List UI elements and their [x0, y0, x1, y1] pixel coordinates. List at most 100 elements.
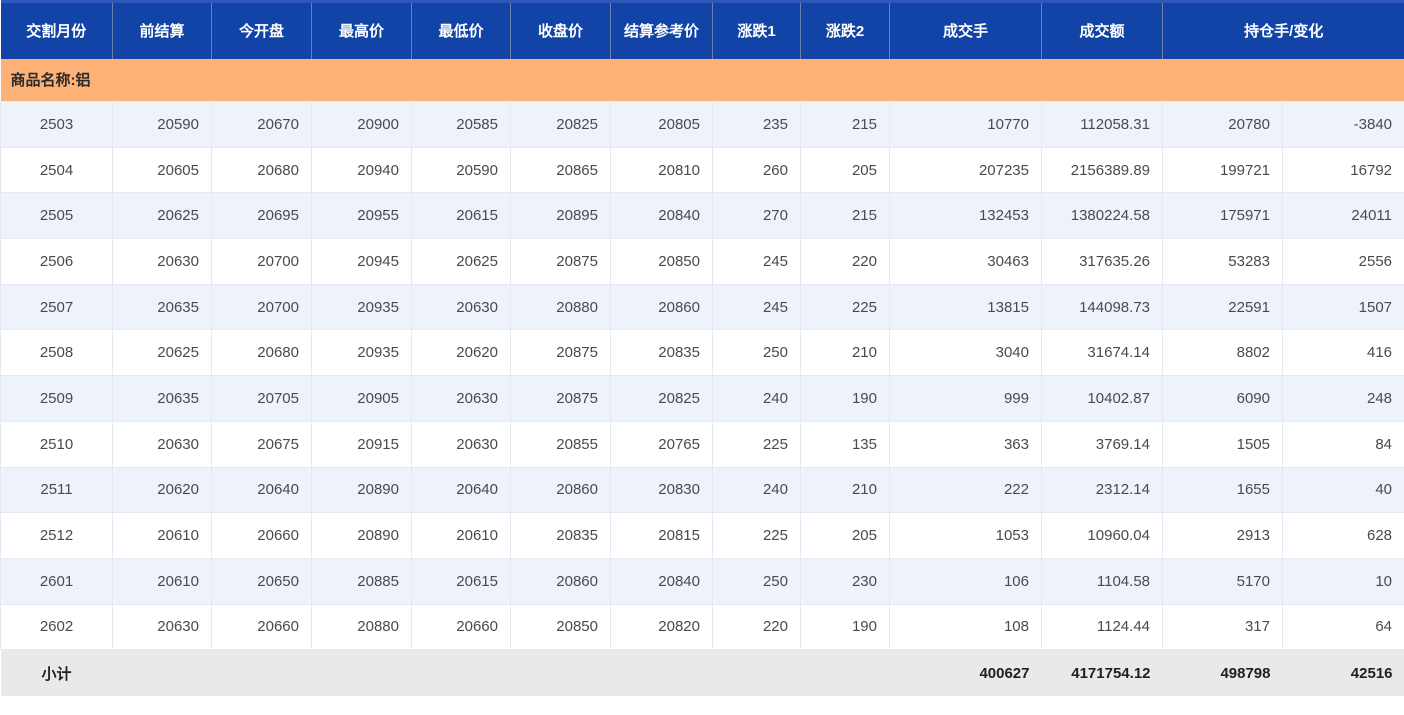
cell: 205: [800, 512, 890, 559]
cell: 20650: [211, 557, 312, 605]
cell: 20955: [311, 192, 412, 240]
cell: 20680: [211, 329, 312, 377]
cell: 2508: [0, 329, 113, 377]
futures-quote-table: 交割月份 前结算 今开盘 最高价 最低价 收盘价 结算参考价 涨跌1 涨跌2 成交手 成交额 持仓手/…: [0, 0, 1404, 696]
table-row: 2506 20630 20700 20945 20625 20875 20850 245 220…: [0, 238, 1404, 285]
cell: 2510: [0, 420, 113, 468]
cell: 135: [800, 420, 890, 468]
cell: 20835: [610, 329, 713, 377]
subtotal-cell: 42516: [1282, 649, 1404, 696]
cell: 20780: [1162, 101, 1283, 148]
cell: 10: [1281, 557, 1404, 605]
cell: 20590: [112, 101, 212, 148]
table-row: 2602 20630 20660 20880 20660 20850 20820 220 190…: [0, 603, 1404, 651]
cell: 220: [800, 238, 890, 285]
cell: 207235: [889, 146, 1042, 194]
cell: 13815: [889, 283, 1042, 331]
cell: 144098.73: [1041, 283, 1163, 331]
cell: 22591: [1162, 283, 1283, 331]
cell: 20630: [411, 375, 511, 422]
table-body: 商品名称:铝 2503 20590 20670 20900 20585 20825 2080…: [0, 58, 1404, 651]
cell: 2913: [1162, 512, 1283, 559]
cell: 132453: [889, 192, 1042, 240]
cell: 20855: [510, 420, 611, 468]
cell: 20610: [112, 512, 212, 559]
cell: 270: [712, 192, 801, 240]
cell: 20900: [311, 101, 412, 148]
cell: 20635: [112, 283, 212, 331]
subtotal-cell: [311, 649, 412, 696]
cell: 20815: [610, 512, 713, 559]
cell: 20660: [411, 603, 511, 651]
cell: 20890: [311, 466, 412, 514]
cell: 20660: [211, 603, 312, 651]
cell: 24011: [1281, 192, 1404, 240]
cell: 20850: [510, 603, 611, 651]
cell: 416: [1281, 329, 1404, 377]
subtotal-cell: [112, 649, 212, 696]
cell: 20610: [411, 512, 511, 559]
cell: 2312.14: [1041, 466, 1163, 514]
cell: 53283: [1162, 238, 1283, 285]
cell: 2512: [0, 512, 113, 559]
cell: 20625: [112, 329, 212, 377]
cell: 20825: [510, 101, 611, 148]
cell: 20680: [211, 146, 312, 194]
cell: 363: [889, 420, 1042, 468]
cell: 20840: [610, 557, 713, 605]
cell: 20700: [211, 238, 312, 285]
cell: 10770: [889, 101, 1042, 148]
commodity-name-label: 商品名称:铝: [0, 58, 1404, 102]
cell: 20630: [112, 420, 212, 468]
cell: 1124.44: [1041, 603, 1163, 651]
cell: 40: [1281, 466, 1404, 514]
cell: 20860: [510, 466, 611, 514]
cell: 20590: [411, 146, 511, 194]
cell: 20880: [311, 603, 412, 651]
subtotal-cell: 4171754.12: [1041, 649, 1163, 696]
cell: 20945: [311, 238, 412, 285]
column-header: 前结算: [112, 0, 212, 59]
cell: 20640: [211, 466, 312, 514]
cell: 20610: [112, 557, 212, 605]
cell: 20875: [510, 238, 611, 285]
cell: 2156389.89: [1041, 146, 1163, 194]
column-header: 成交额: [1041, 0, 1163, 59]
cell: 240: [712, 375, 801, 422]
table-header: 交割月份 前结算 今开盘 最高价 最低价 收盘价 结算参考价 涨跌1 涨跌2 成交手 成交额 持仓手/…: [0, 0, 1404, 59]
cell: 2602: [0, 603, 113, 651]
cell: 20860: [610, 283, 713, 331]
cell: 999: [889, 375, 1042, 422]
cell: 260: [712, 146, 801, 194]
cell: 248: [1281, 375, 1404, 422]
cell: 20895: [510, 192, 611, 240]
cell: 64: [1281, 603, 1404, 651]
subtotal-cell: [411, 649, 511, 696]
cell: 1655: [1162, 466, 1283, 514]
cell: 20935: [311, 283, 412, 331]
cell: 240: [712, 466, 801, 514]
table-row: 2505 20625 20695 20955 20615 20895 20840 270 215…: [0, 192, 1404, 240]
column-header: 持仓手/变化: [1161, 0, 1404, 59]
cell: 20850: [610, 238, 713, 285]
subtotal-cell: [211, 649, 312, 696]
cell: 20625: [112, 192, 212, 240]
subtotal-cell: [712, 649, 801, 696]
cell: 20840: [610, 192, 713, 240]
cell: 2556: [1281, 238, 1404, 285]
cell: 1053: [889, 512, 1042, 559]
cell: 20630: [411, 420, 511, 468]
cell: 215: [800, 101, 890, 148]
subtotal-row: 小计 400627 4171754.12 498798 42516: [0, 649, 1404, 696]
cell: 84: [1281, 420, 1404, 468]
table-row: 2507 20635 20700 20935 20630 20880 20860 245 225…: [0, 283, 1404, 331]
cell: 20620: [112, 466, 212, 514]
cell: 31674.14: [1041, 329, 1163, 377]
cell: 250: [712, 329, 801, 377]
column-header: 结算参考价: [610, 0, 713, 59]
table-row: 2510 20630 20675 20915 20630 20855 20765 225 135…: [0, 420, 1404, 468]
cell: 5170: [1162, 557, 1283, 605]
column-header: 今开盘: [211, 0, 312, 59]
column-header: 涨跌1: [712, 0, 801, 59]
commodity-group-row: 商品名称:铝: [0, 58, 1404, 102]
